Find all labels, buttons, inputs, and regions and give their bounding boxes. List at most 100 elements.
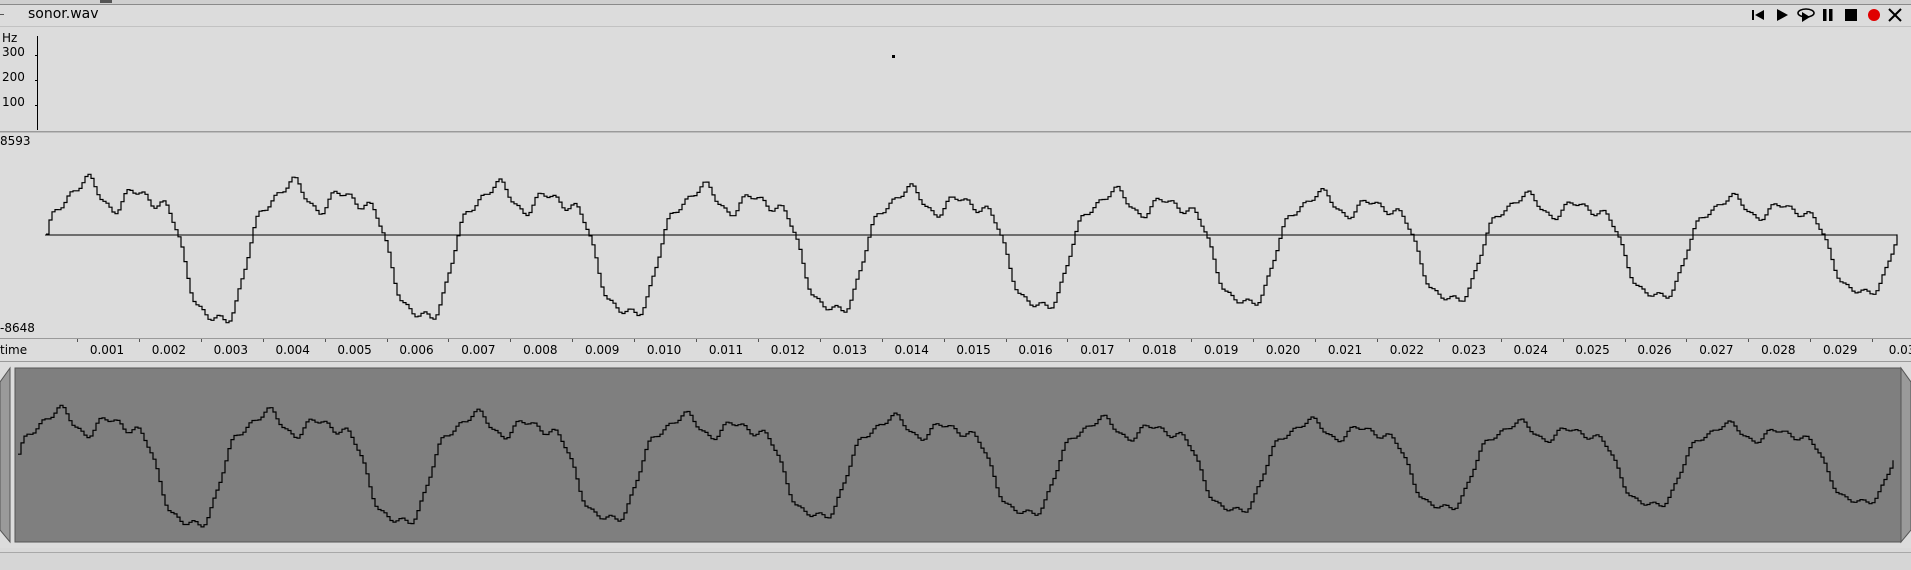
time-tick-label: 0.004 — [275, 343, 310, 357]
time-tick-label: 0.020 — [1265, 343, 1301, 357]
edge-marker — [100, 0, 112, 3]
time-tick-mark — [1810, 339, 1812, 342]
time-tick-label: 0.011 — [708, 343, 744, 357]
time-tick-mark — [1376, 339, 1378, 342]
pitch-tick-label: 100 — [2, 95, 25, 109]
time-tick-mark — [262, 339, 264, 342]
time-tick-mark — [1129, 339, 1131, 342]
time-tick-label: 0.014 — [894, 343, 929, 357]
time-tick-label: 0.019 — [1204, 343, 1239, 357]
time-tick-mark — [696, 339, 697, 342]
time-tick-mark — [1562, 339, 1564, 342]
pitch-unit-label: Hz — [2, 31, 18, 45]
time-tick-label: 0.024 — [1513, 343, 1548, 357]
overview-trace — [18, 404, 1894, 528]
time-tick-label: 0.010 — [646, 343, 682, 357]
time-tick-label: 0.028 — [1761, 343, 1796, 357]
time-tick-label: 0.023 — [1451, 343, 1486, 357]
time-tick-label: 0.002 — [151, 343, 187, 357]
waveform-trace — [46, 173, 1898, 324]
time-tick-label: 0.016 — [1018, 343, 1053, 357]
time-tick-label: 0.001 — [89, 343, 125, 357]
time-tick-mark — [1191, 339, 1193, 342]
pitch-tick-label: 200 — [2, 70, 25, 84]
loop-play-icon — [1797, 8, 1815, 22]
pause-icon — [1823, 9, 1833, 21]
time-tick-mark — [757, 339, 759, 342]
time-tick-mark — [324, 339, 326, 342]
stop-icon — [1845, 9, 1857, 21]
bottom-scrollbar[interactable] — [0, 552, 1911, 570]
record-button[interactable] — [1864, 6, 1884, 24]
time-tick-label: 0.025 — [1575, 343, 1610, 357]
time-tick-label: 0.013 — [832, 343, 867, 357]
time-tick-mark — [572, 339, 574, 342]
time-tick-mark — [943, 339, 945, 342]
time-tick-label: 0.021 — [1327, 343, 1363, 357]
time-tick-mark — [77, 339, 78, 342]
time-tick-mark — [448, 339, 450, 342]
skip-to-start-button[interactable] — [1748, 6, 1768, 24]
close-icon — [1888, 8, 1902, 22]
time-tick-label: 0.018 — [1142, 343, 1177, 357]
right-scroll-arrow[interactable] — [1900, 366, 1911, 544]
time-tick-label: 0.026 — [1637, 343, 1672, 357]
waveform-panel[interactable] — [0, 132, 1911, 341]
amplitude-min-label: -8648 — [0, 321, 35, 335]
time-tick-label: 0.029 — [1823, 343, 1858, 357]
overview-waveform[interactable] — [0, 362, 1911, 548]
time-tick-label: 0.009 — [585, 343, 620, 357]
time-tick-mark — [1067, 339, 1069, 342]
time-tick-mark — [1315, 339, 1316, 342]
time-tick-mark — [1686, 339, 1688, 342]
time-tick-label: 0.006 — [399, 343, 434, 357]
pitch-tick-mark — [35, 105, 38, 106]
time-tick-mark — [881, 339, 883, 342]
waveform-view[interactable] — [0, 132, 1911, 340]
play-icon — [1777, 9, 1788, 21]
time-tick-label: 0.005 — [337, 343, 372, 357]
time-tick-label: 0.015 — [956, 343, 991, 357]
play-button[interactable] — [1772, 6, 1792, 24]
skip-start-icon — [1752, 10, 1764, 20]
time-tick-mark — [1005, 339, 1007, 342]
time-tick-mark — [634, 339, 636, 342]
time-tick-label: 0.027 — [1699, 343, 1734, 357]
pitch-tick-mark — [35, 80, 38, 81]
stop-button[interactable] — [1841, 6, 1861, 24]
time-tick-mark — [1872, 339, 1874, 342]
time-tick-mark — [510, 339, 512, 342]
time-tick-label: 0.008 — [523, 343, 558, 357]
time-tick-mark — [200, 339, 202, 342]
pitch-panel[interactable] — [0, 27, 1911, 132]
time-tick-mark — [1253, 339, 1255, 342]
window-title: sonor.wav — [28, 6, 99, 22]
pause-button[interactable] — [1818, 6, 1838, 24]
time-tick-mark — [1624, 339, 1626, 342]
time-axis — [0, 338, 1911, 362]
pitch-point — [892, 55, 895, 58]
time-tick-mark — [1438, 339, 1440, 342]
time-tick-mark — [1500, 339, 1502, 342]
time-tick-label: 0.003 — [213, 343, 248, 357]
pitch-axis — [37, 36, 38, 130]
time-tick-label: 0.017 — [1080, 343, 1115, 357]
pitch-tick-label: 300 — [2, 45, 25, 59]
pitch-tick-mark — [35, 55, 38, 56]
time-tick-mark — [819, 339, 821, 342]
time-tick-mark — [386, 339, 388, 342]
loop-play-button[interactable] — [1796, 6, 1816, 24]
top-edge — [0, 0, 1911, 5]
close-button[interactable] — [1885, 6, 1905, 24]
edge-marker — [0, 14, 4, 15]
time-tick-mark — [138, 339, 140, 342]
selection-region[interactable] — [14, 367, 1902, 543]
record-icon — [1868, 9, 1880, 21]
time-axis-label: time — [0, 343, 28, 357]
time-tick-label: 0.007 — [461, 343, 496, 357]
time-tick-label: 0.03 — [1888, 343, 1911, 357]
left-scroll-arrow[interactable] — [0, 366, 11, 544]
amplitude-max-label: 8593 — [0, 134, 31, 148]
time-tick-label: 0.022 — [1389, 343, 1425, 357]
time-tick-mark — [1748, 339, 1750, 342]
